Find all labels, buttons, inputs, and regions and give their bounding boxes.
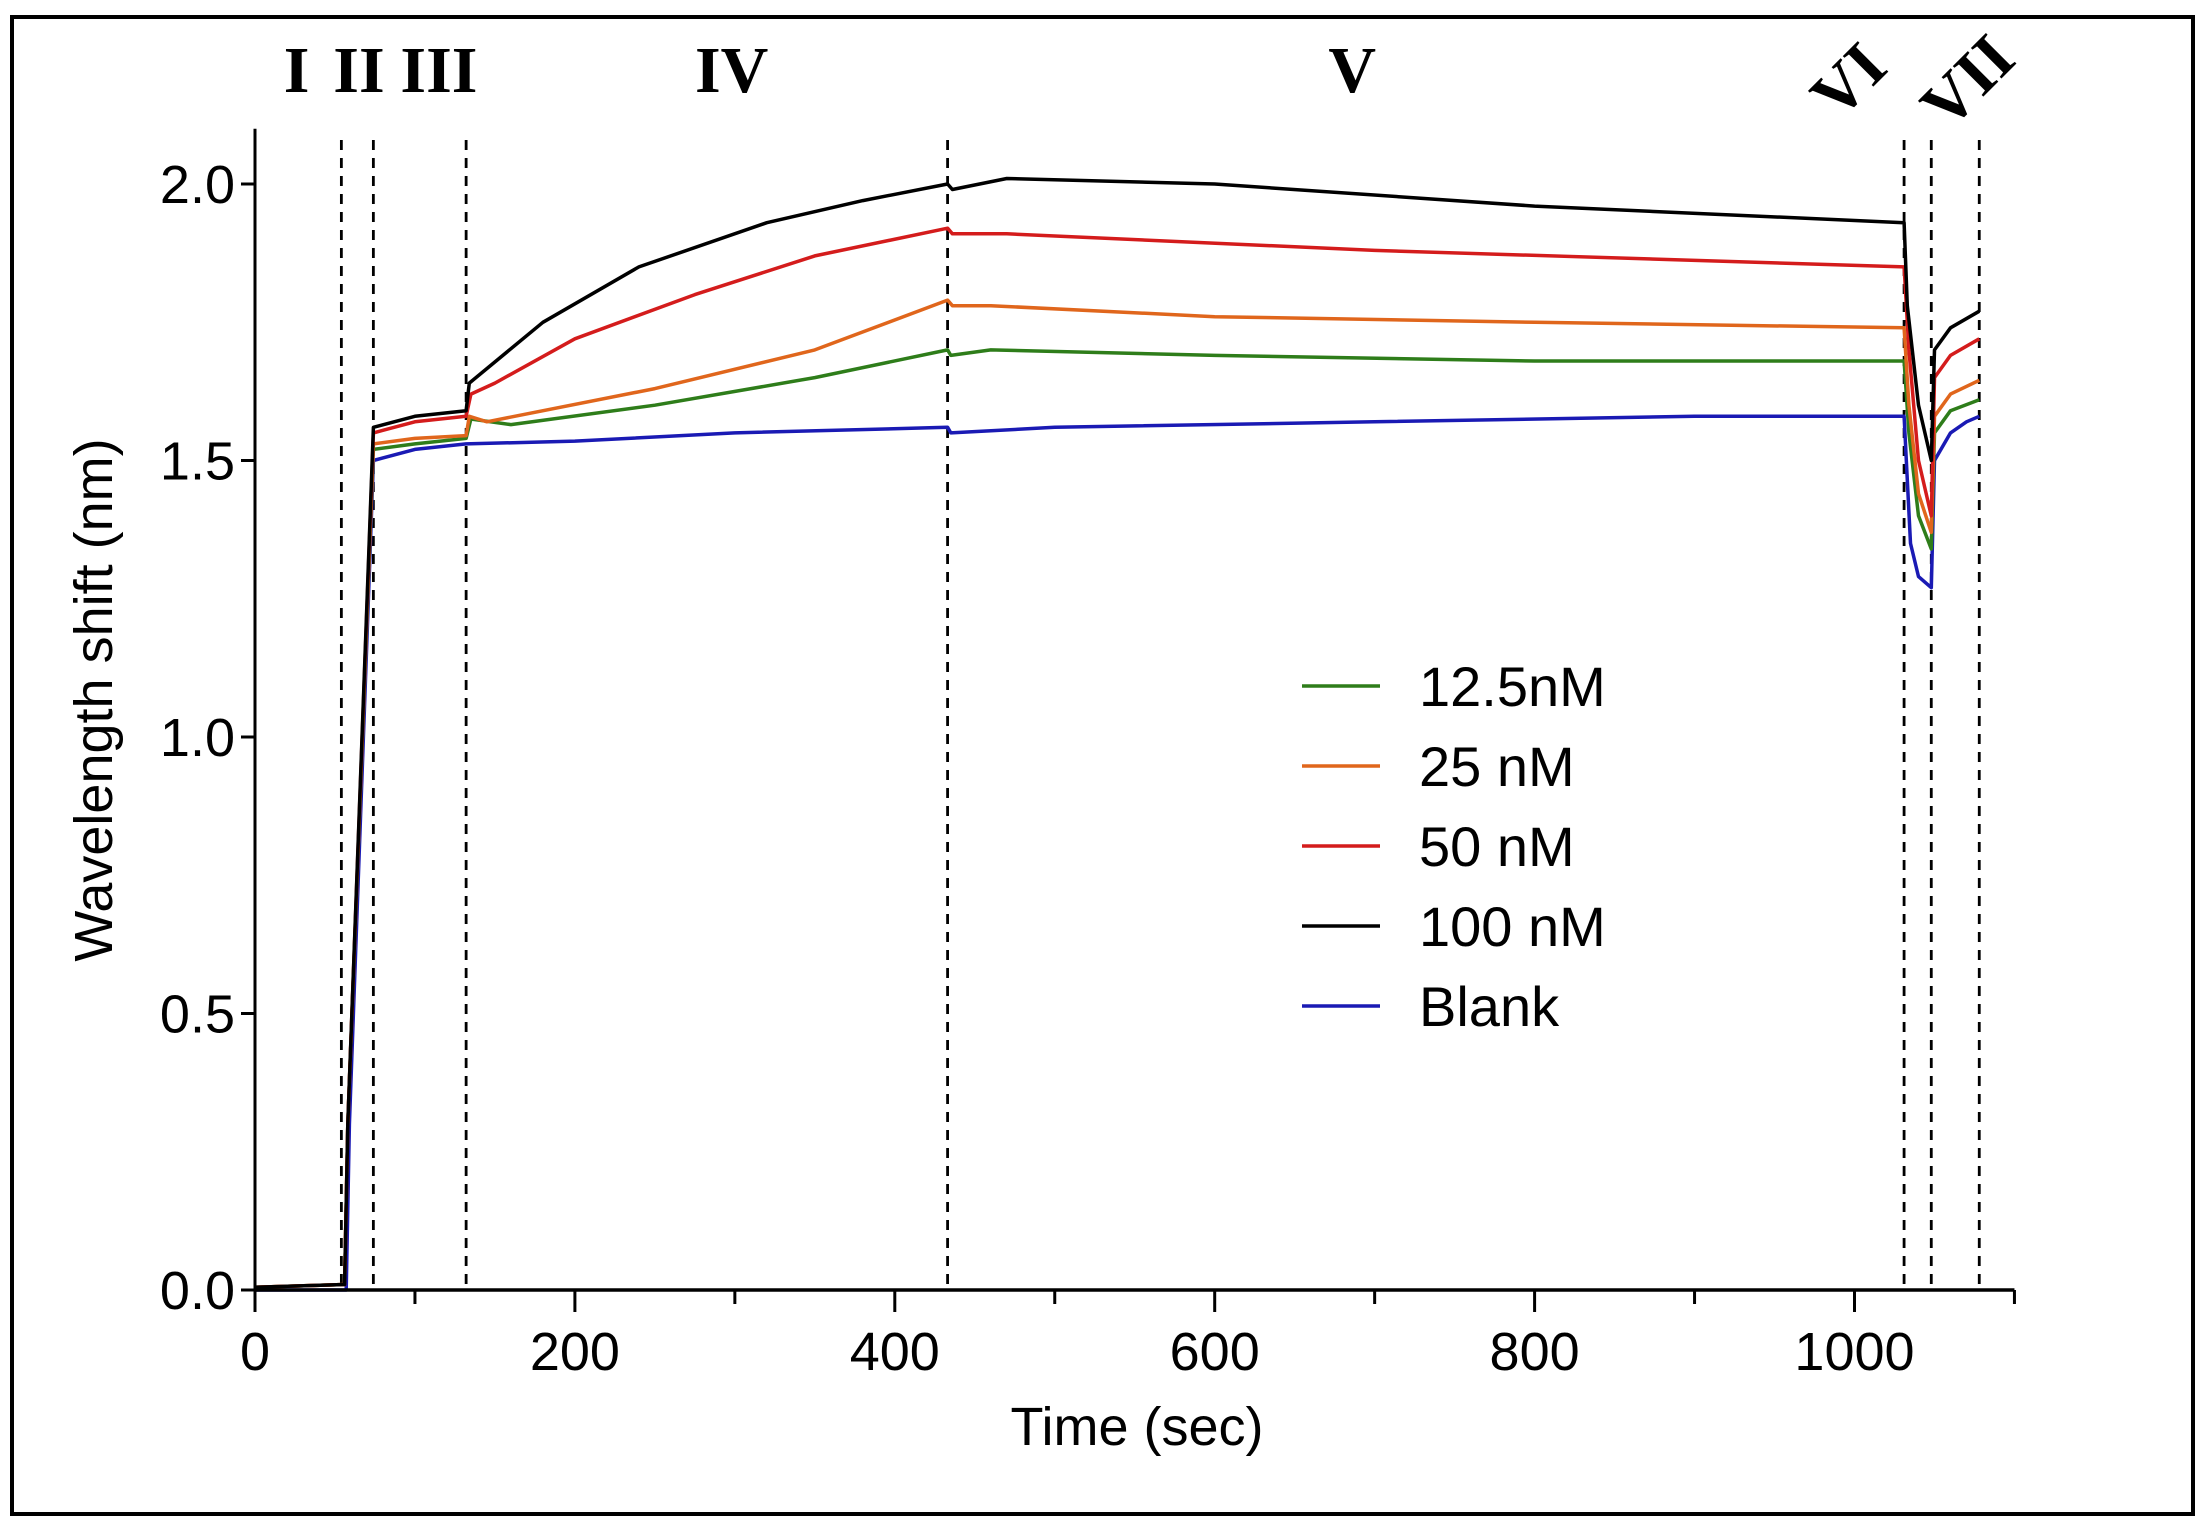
phase-label-I: I	[284, 34, 310, 107]
legend-label: 50 nM	[1419, 815, 1575, 878]
x-axis-label: Time (sec)	[1011, 1397, 1264, 1457]
phase-label-VI: VI	[1797, 29, 1900, 132]
y-tick-label: 2.0	[160, 155, 235, 215]
y-tick-label: 0.0	[160, 1261, 235, 1321]
phase-label-V: V	[1328, 34, 1376, 107]
phase-label-IV: IV	[695, 34, 768, 107]
series-line-25-nm	[254, 298, 1981, 1289]
y-tick-label: 1.0	[160, 708, 235, 768]
legend-label: 100 nM	[1419, 895, 1606, 958]
y-tick-label: 0.5	[160, 985, 235, 1045]
figure-border	[10, 15, 2195, 1516]
x-tick-label: 200	[530, 1322, 620, 1382]
x-tick-label: 800	[1490, 1322, 1580, 1382]
series-line-50-nm	[254, 226, 1981, 1289]
legend-label: 12.5nM	[1419, 655, 1606, 718]
series-line-blank	[255, 414, 1980, 1292]
y-axis-label: Wavelength shift (nm)	[64, 438, 124, 961]
legend-label: 25 nM	[1419, 735, 1575, 798]
x-tick-label: 400	[850, 1322, 940, 1382]
phase-label-VII: VII	[1907, 21, 2029, 143]
phase-label-III: III	[400, 34, 477, 107]
legend: 12.5nM 25 nM 50 nM 100 nM Blank	[1302, 655, 1606, 1038]
phase-label-II: II	[333, 34, 384, 107]
x-tick-label: 0	[240, 1322, 270, 1382]
x-tick-label: 600	[1170, 1322, 1260, 1382]
x-tick-label: 1000	[1794, 1322, 1914, 1382]
y-tick-label: 1.5	[160, 432, 235, 492]
legend-label: Blank	[1419, 975, 1560, 1038]
series-line-100-nm	[254, 176, 1981, 1289]
series-line-12-5nm	[254, 348, 1980, 1289]
